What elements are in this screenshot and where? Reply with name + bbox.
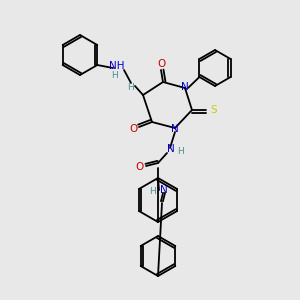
Text: NH: NH xyxy=(109,61,125,71)
Text: H: H xyxy=(177,146,183,155)
Text: N: N xyxy=(160,185,168,195)
Text: O: O xyxy=(129,124,137,134)
Text: O: O xyxy=(157,59,165,69)
Text: H: H xyxy=(112,70,118,80)
Text: H: H xyxy=(148,187,155,196)
Text: H: H xyxy=(127,83,134,92)
Text: O: O xyxy=(136,162,144,172)
Text: N: N xyxy=(181,82,189,92)
Text: N: N xyxy=(167,144,175,154)
Text: N: N xyxy=(171,124,179,134)
Text: S: S xyxy=(211,105,217,115)
